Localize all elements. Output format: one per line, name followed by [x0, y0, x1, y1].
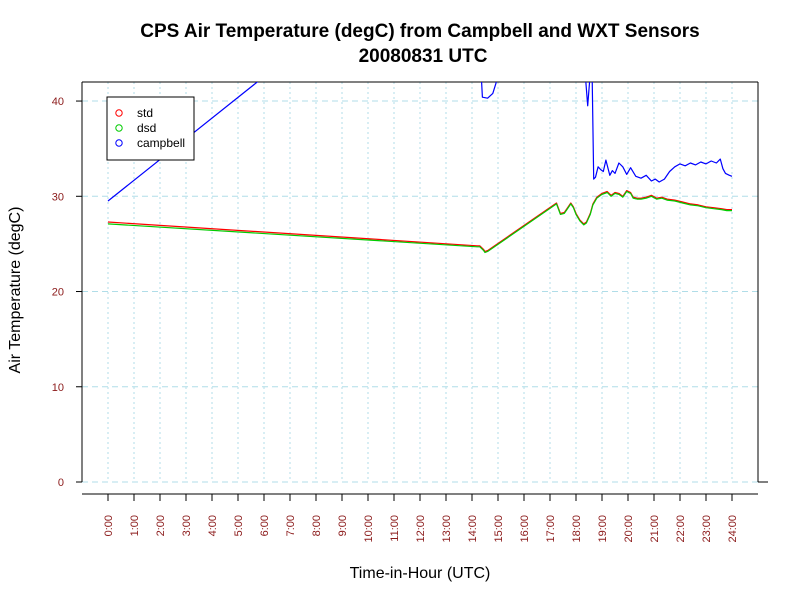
- y-tick-label: 30: [52, 191, 64, 203]
- x-tick-label: 15:00: [493, 515, 505, 543]
- x-tick-label: 14:00: [467, 515, 479, 543]
- y-tick-label: 40: [52, 96, 64, 108]
- x-tick-label: 3:00: [181, 515, 193, 536]
- x-tick-label: 11:00: [389, 515, 401, 542]
- x-tick-label: 17:00: [545, 515, 557, 543]
- x-tick-label: 6:00: [259, 515, 271, 536]
- x-tick-label: 1:00: [129, 515, 141, 536]
- x-tick-label: 24:00: [727, 515, 739, 543]
- y-tick-label: 20: [52, 287, 64, 299]
- x-tick-label: 4:00: [207, 515, 219, 536]
- series-line-dsd: [107, 190, 732, 254]
- legend-marker-std: [115, 109, 123, 117]
- legend-label-campbell: campbell: [137, 136, 185, 150]
- legend-label-dsd: dsd: [137, 121, 156, 135]
- chart-title: CPS Air Temperature (degC) from Campbell…: [140, 21, 700, 42]
- legend-marker-campbell: [115, 139, 123, 147]
- x-tick-label: 23:00: [701, 515, 713, 543]
- y-axis-label: Air Temperature (degC): [7, 207, 24, 374]
- axes-layer: 0 10 20 30 40 0:00 1:00 2:00 3:00 4:00 5:00 6:00 7:0…: [52, 81, 768, 543]
- x-tick-label: 2:00: [155, 515, 167, 536]
- x-tick-label: 10:00: [363, 515, 375, 543]
- x-tick-label: 8:00: [311, 515, 323, 536]
- x-tick-label: 22:00: [675, 515, 687, 543]
- x-tick-label: 9:00: [337, 515, 349, 536]
- x-axis-label: Time-in-Hour (UTC): [350, 565, 491, 582]
- grid-layer: [82, 82, 758, 483]
- x-tick-label: 0:00: [103, 515, 115, 536]
- series-layer: [107, 82, 733, 254]
- x-tick-label: 12:00: [415, 515, 427, 543]
- x-tick-label: 19:00: [597, 515, 609, 543]
- series-line-std: [107, 190, 732, 253]
- x-tick-label: 20:00: [623, 515, 635, 543]
- x-tick-label: 5:00: [233, 515, 245, 536]
- y-tick-label: 10: [52, 382, 64, 394]
- legend-box: [106, 96, 195, 161]
- x-tick-label: 7:00: [285, 515, 297, 536]
- series-line-campbell: [107, 82, 733, 202]
- chart-subtitle: 20080831 UTC: [359, 46, 488, 67]
- x-tick-label: 13:00: [441, 515, 453, 543]
- legend-marker-dsd: [115, 124, 123, 132]
- legend-label-std: std: [137, 106, 153, 120]
- y-tick-label: 0: [58, 477, 64, 489]
- x-tick-label: 16:00: [519, 515, 531, 543]
- x-tick-label: 21:00: [649, 515, 661, 543]
- x-tick-label: 18:00: [571, 515, 583, 543]
